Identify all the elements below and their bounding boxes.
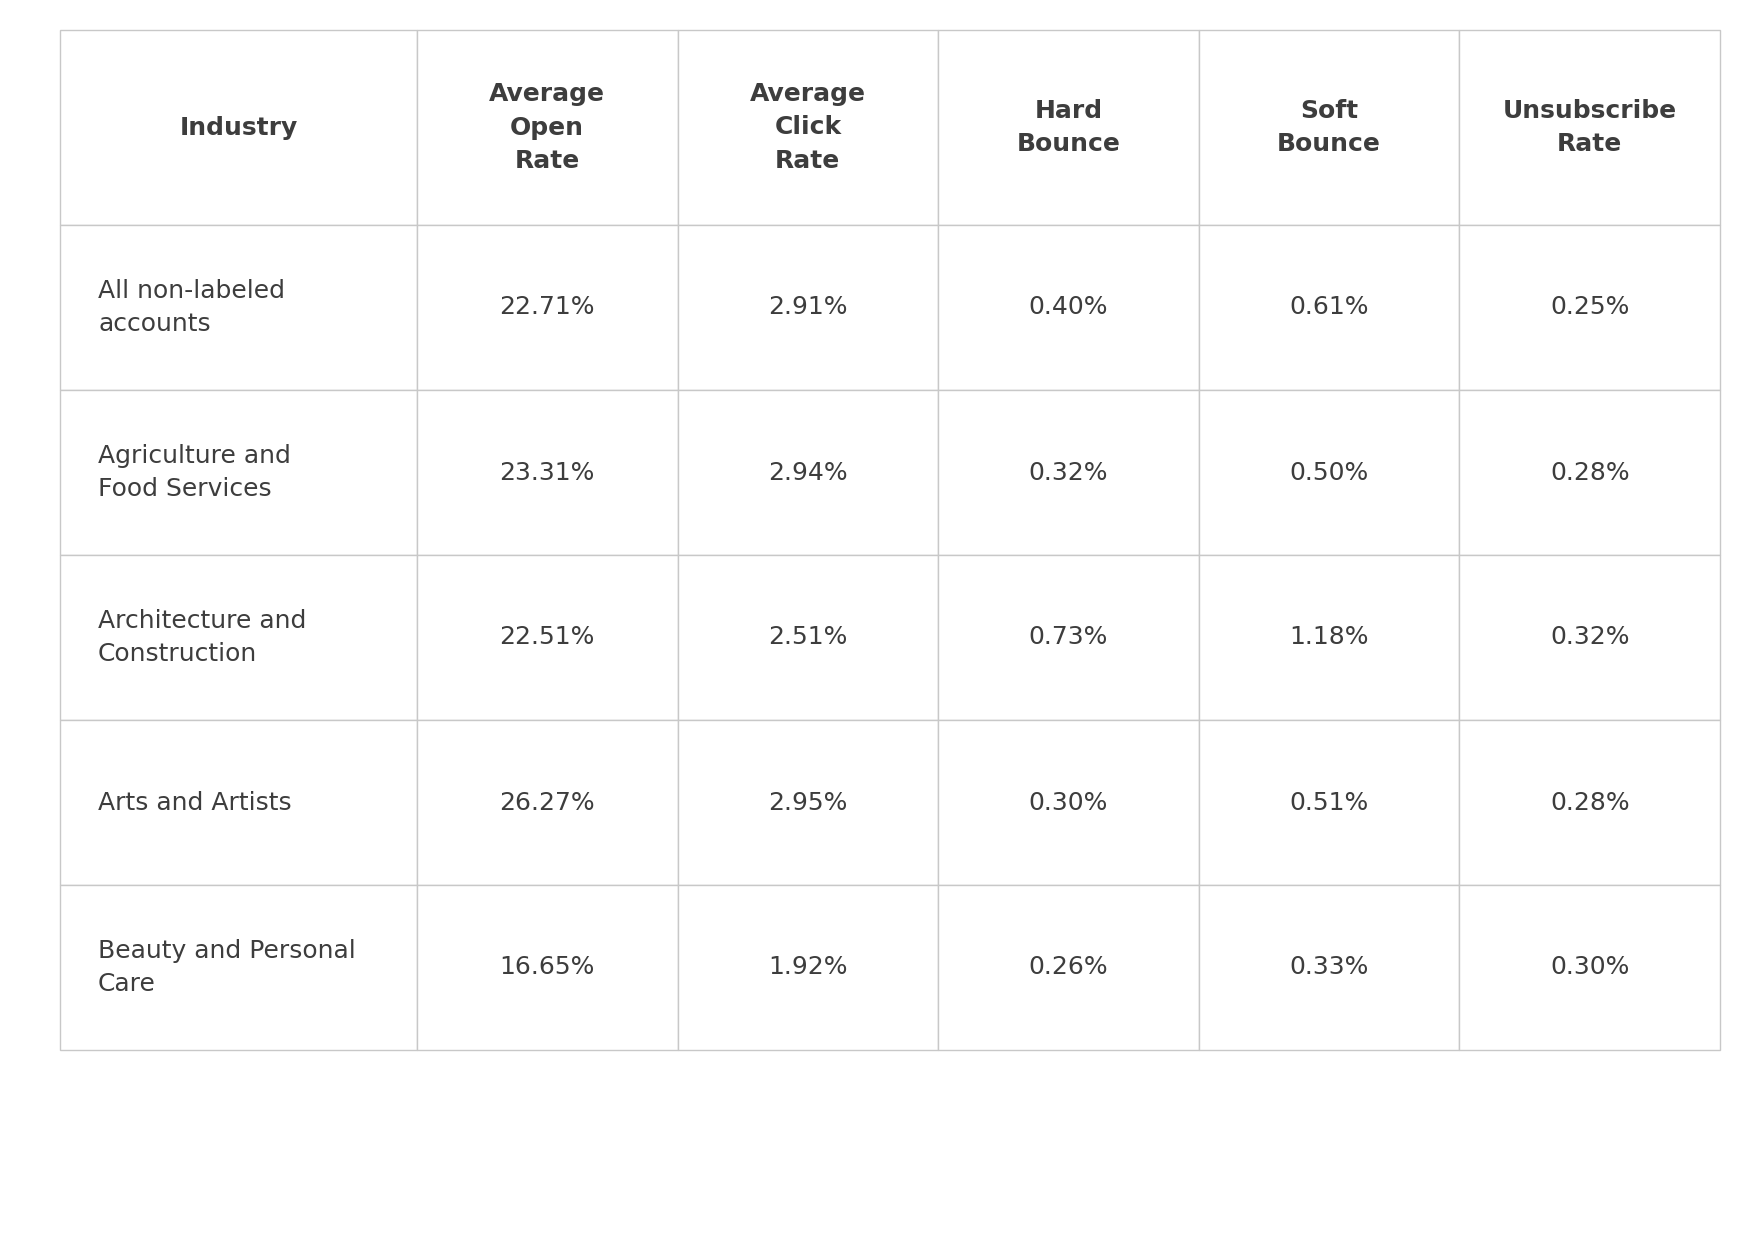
Bar <box>938 555 1199 720</box>
Text: Unsubscribe
Rate: Unsubscribe Rate <box>1503 99 1677 156</box>
Bar <box>1459 30 1720 225</box>
Bar <box>678 225 938 391</box>
Text: Hard
Bounce: Hard Bounce <box>1017 99 1121 156</box>
Bar <box>938 225 1199 391</box>
Text: 2.94%: 2.94% <box>767 461 848 485</box>
Bar <box>1199 225 1459 391</box>
Bar <box>1459 555 1720 720</box>
Text: 0.25%: 0.25% <box>1551 295 1630 319</box>
Text: 23.31%: 23.31% <box>500 461 595 485</box>
Bar <box>1199 555 1459 720</box>
Bar <box>60 225 417 391</box>
Text: Industry: Industry <box>180 115 297 139</box>
Text: 0.40%: 0.40% <box>1028 295 1109 319</box>
Text: 0.32%: 0.32% <box>1028 461 1109 485</box>
Bar <box>417 555 678 720</box>
Text: 0.33%: 0.33% <box>1290 955 1369 979</box>
Text: Soft
Bounce: Soft Bounce <box>1278 99 1382 156</box>
Bar <box>1199 391 1459 555</box>
Bar <box>60 30 417 225</box>
Bar <box>938 30 1199 225</box>
Bar <box>678 720 938 885</box>
Bar <box>417 720 678 885</box>
Text: 0.30%: 0.30% <box>1030 790 1109 815</box>
Text: 0.50%: 0.50% <box>1290 461 1369 485</box>
Text: All non-labeled
accounts: All non-labeled accounts <box>99 279 285 337</box>
Bar <box>1459 225 1720 391</box>
Text: 16.65%: 16.65% <box>500 955 595 979</box>
Text: 0.30%: 0.30% <box>1551 955 1630 979</box>
Bar <box>417 30 678 225</box>
Text: 0.28%: 0.28% <box>1551 790 1630 815</box>
Text: 0.26%: 0.26% <box>1028 955 1109 979</box>
Text: Architecture and
Construction: Architecture and Construction <box>99 608 306 666</box>
Text: 1.18%: 1.18% <box>1290 626 1369 650</box>
Text: 1.92%: 1.92% <box>767 955 848 979</box>
Bar <box>1199 30 1459 225</box>
Bar <box>60 555 417 720</box>
Bar <box>60 885 417 1050</box>
Bar <box>417 885 678 1050</box>
Text: Average
Click
Rate: Average Click Rate <box>750 81 866 173</box>
Text: 0.73%: 0.73% <box>1030 626 1109 650</box>
Bar <box>938 720 1199 885</box>
Bar <box>678 885 938 1050</box>
Text: 0.51%: 0.51% <box>1290 790 1369 815</box>
Bar <box>1459 391 1720 555</box>
Text: 26.27%: 26.27% <box>500 790 595 815</box>
Text: 22.51%: 22.51% <box>500 626 595 650</box>
Bar <box>678 391 938 555</box>
Text: 22.71%: 22.71% <box>500 295 595 319</box>
Text: 2.95%: 2.95% <box>767 790 848 815</box>
Text: Agriculture and
Food Services: Agriculture and Food Services <box>99 443 290 501</box>
Bar <box>1199 885 1459 1050</box>
Bar <box>1459 885 1720 1050</box>
Bar <box>417 391 678 555</box>
Text: 2.51%: 2.51% <box>767 626 848 650</box>
Bar <box>1459 720 1720 885</box>
Text: 0.28%: 0.28% <box>1551 461 1630 485</box>
Text: 0.32%: 0.32% <box>1551 626 1630 650</box>
Bar <box>938 885 1199 1050</box>
Bar <box>678 555 938 720</box>
Text: Average
Open
Rate: Average Open Rate <box>489 81 605 173</box>
Bar <box>678 30 938 225</box>
Bar <box>417 225 678 391</box>
Bar <box>938 391 1199 555</box>
Bar <box>60 391 417 555</box>
Bar <box>1199 720 1459 885</box>
Text: 0.61%: 0.61% <box>1290 295 1369 319</box>
Text: 2.91%: 2.91% <box>767 295 848 319</box>
Text: Beauty and Personal
Care: Beauty and Personal Care <box>99 939 356 997</box>
Bar <box>60 720 417 885</box>
Text: Arts and Artists: Arts and Artists <box>99 790 292 815</box>
